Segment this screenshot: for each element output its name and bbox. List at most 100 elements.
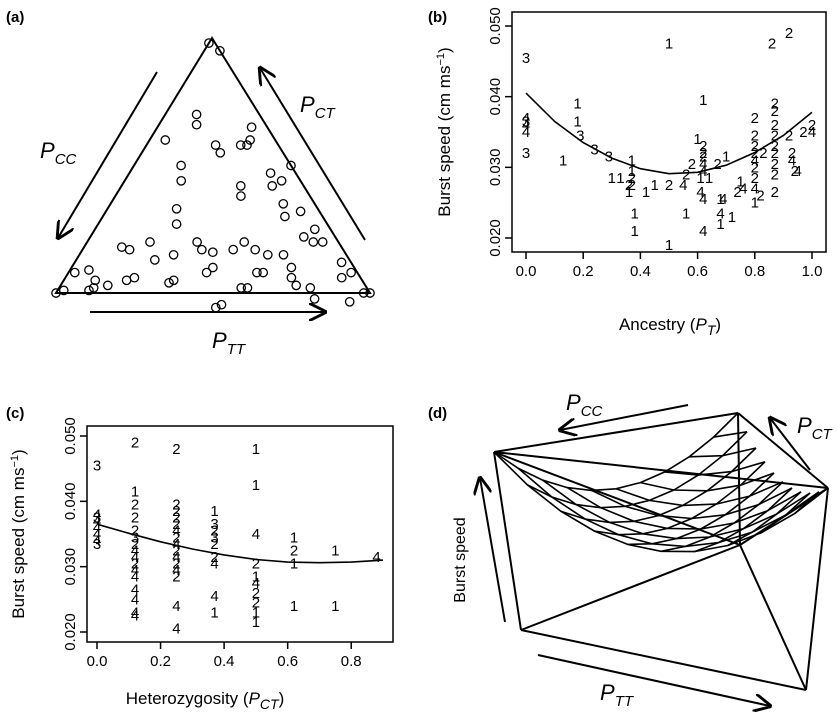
ternary-point [276,175,287,186]
x-tick-label: 0.4 [214,653,235,670]
data-point-label: 2 [799,124,807,141]
data-point-label: 2 [688,156,696,173]
data-point-label: 1 [252,614,260,631]
ternary-point [242,283,253,293]
ternary-point [216,299,227,310]
data-point-label: 1 [651,177,659,194]
points-c: 3434444321222324424444442222242424242441… [93,435,381,638]
ternary-point [102,280,113,291]
x-tick-label: 0.6 [277,653,298,670]
ternary-point [286,160,296,171]
panel-d-label: (d) [428,405,447,422]
data-point-label: 4 [522,117,530,134]
data-point-label: 3 [522,145,530,162]
data-point-label: 3 [93,536,101,553]
data-point-label: 1 [628,163,636,180]
data-point-label: 3 [93,510,101,527]
ternary-point [69,267,80,278]
axes-c: 0.0 0.2 0.4 0.6 0.8 0.020 0.030 0.040 0.050 [62,417,362,670]
data-point-label: 1 [608,170,616,187]
data-point-label: 2 [771,166,779,183]
ternary-point [262,249,273,260]
ternary-point [168,249,179,260]
ternary-points [51,38,375,313]
panel-c-scatter: (c) 0.0 0.2 0.4 0.6 0.80.0200.0300.0400.050 … [6,405,394,712]
ternary-point [267,181,278,191]
plot-frame-c [86,425,394,643]
panel-c-label: (c) [6,405,24,422]
data-point-label: 1 [665,237,673,254]
data-point-label: 3 [590,142,598,159]
surface-mesh [493,412,829,553]
data-point-label: 2 [699,149,707,166]
label-d-burst: Burst speed [452,517,469,602]
data-point-label: 4 [522,110,530,127]
data-point-label: 1 [693,131,701,148]
data-point-label: 2 [172,529,180,546]
data-point-label: 2 [131,555,139,572]
ternary-point [305,283,316,293]
ternary-point [160,135,171,145]
data-point-label: 4 [172,562,180,579]
data-point-label: 2 [771,103,779,120]
ternary-point [245,135,255,145]
data-point-label: 1 [131,484,139,501]
data-point-label: 1 [682,205,690,222]
data-point-label: 4 [172,523,180,540]
data-point-label: 4 [93,520,101,537]
mesh-line [689,447,757,458]
data-point-label: 2 [771,184,779,201]
data-point-label: 4 [696,184,704,201]
panel-d-surface: (d) PCC PCT PTT Burst speed [428,390,834,710]
label-d-pct: PCT [797,413,834,443]
ternary-point [365,288,375,298]
data-point-label: 2 [210,549,218,566]
arrow-d-pct [770,418,811,471]
data-point-label: 2 [210,536,218,553]
data-point-label: 2 [172,503,180,520]
data-point-label: 4 [699,223,707,240]
x-tick-label: 0.2 [573,263,594,280]
x-tick-label: 0.2 [150,653,171,670]
ternary-point [286,272,297,283]
ternary-point [344,296,355,307]
ternary-point [208,262,218,273]
ternary-point [192,237,202,247]
data-point-label: 2 [733,184,741,201]
ternary-point [235,181,246,191]
y-tick-label: 0.020 [487,219,504,257]
data-point-label: 2 [172,542,180,559]
x-tick-label: 0.4 [630,263,651,280]
data-point-label: 2 [131,435,139,452]
data-point-label: 2 [628,170,636,187]
data-point-label: 2 [785,25,793,42]
data-point-label: 1 [290,555,298,572]
data-point-label: 1 [252,441,260,458]
data-point-label: 4 [699,156,707,173]
ternary-point [346,267,356,278]
ternary-point [239,237,250,247]
data-point-label: 2 [788,145,796,162]
data-point-label: 2 [751,138,759,155]
data-point-label: 2 [131,536,139,553]
data-point-label: 1 [736,174,744,191]
ternary-point [164,277,174,288]
ternary-point [242,140,252,150]
data-point-label: 1 [696,170,704,187]
data-point-label: 2 [771,138,779,155]
data-point-label: 1 [722,149,730,166]
ternary-point [317,237,328,247]
data-point-label: 2 [751,159,759,176]
data-point-label: 4 [172,549,180,566]
data-point-label: 2 [252,555,260,572]
data-point-label: 2 [290,542,298,559]
arrow-pcc [58,71,158,238]
mesh-line [615,481,784,507]
ternary-point [84,285,94,296]
ternary-point [298,232,309,242]
data-point-label: 4 [131,582,139,599]
panel-a-ternary: (a) PCC PCT PTT [6,9,375,358]
panel-b-scatter: (b) 0.0 0.2 0.4 0.6 0.8 1.00.0200.0300.0400.0… [428,7,827,338]
data-point-label: 4 [699,163,707,180]
ternary-point [236,191,246,201]
